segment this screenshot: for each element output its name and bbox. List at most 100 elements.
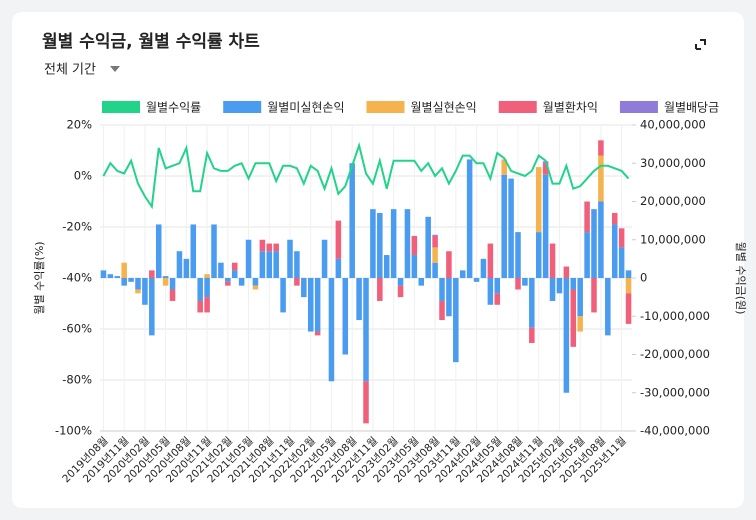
bar	[128, 278, 134, 282]
bar	[252, 278, 259, 286]
y-tick-label: -60%	[62, 322, 92, 336]
bar	[439, 300, 445, 321]
bar	[390, 209, 397, 278]
legend-label: 월별환차익	[543, 101, 598, 115]
bar	[625, 293, 632, 324]
bar	[349, 163, 355, 278]
bar	[577, 278, 583, 317]
bar	[487, 278, 494, 305]
y2-tick-label: -30,000,000	[640, 385, 710, 399]
bar	[494, 278, 501, 294]
bar	[280, 278, 286, 313]
bar	[570, 289, 577, 347]
bar	[397, 285, 404, 298]
bar	[287, 239, 293, 278]
y2-tick-label: 10,000,000	[640, 232, 706, 246]
chart-title: 월별 수익금, 월별 수익률 차트	[42, 32, 260, 52]
y2-tick-label: 0	[640, 271, 647, 285]
bar	[107, 274, 114, 278]
y2-tick-label: 20,000,000	[640, 194, 706, 208]
bar	[591, 209, 597, 278]
legend-label: 월별수익률	[146, 101, 201, 115]
y-tick-label: -20%	[62, 220, 92, 234]
bar	[522, 278, 528, 286]
bar	[169, 278, 176, 290]
y-tick-label: 20%	[66, 118, 92, 132]
bar	[155, 224, 162, 278]
bar	[611, 224, 618, 278]
bar	[397, 278, 404, 286]
bar	[363, 278, 369, 382]
bar	[453, 278, 459, 363]
bar	[515, 278, 521, 290]
bar	[231, 262, 238, 271]
expand-icon[interactable]	[695, 39, 706, 50]
y2-tick-label: -10,000,000	[640, 309, 710, 323]
bar	[432, 234, 438, 236]
bar	[204, 297, 210, 313]
bar	[584, 232, 590, 278]
bar	[446, 278, 452, 317]
bar	[370, 209, 376, 278]
bar	[625, 278, 632, 294]
period-select[interactable]: 전체 기간	[44, 63, 96, 78]
bar	[114, 276, 121, 278]
bar	[162, 276, 169, 278]
bar	[542, 163, 549, 175]
bar	[294, 278, 300, 286]
bar	[356, 278, 362, 321]
bar	[211, 224, 217, 278]
bar	[301, 278, 307, 298]
y-tick-label: -40%	[62, 271, 92, 285]
bar	[273, 251, 279, 278]
legend-label: 월별미실현손익	[267, 101, 344, 115]
y2-tick-label: 40,000,000	[640, 118, 706, 132]
bar	[570, 278, 577, 290]
bar	[432, 247, 438, 263]
legend-swatch	[366, 101, 405, 113]
bar	[487, 243, 494, 278]
bar	[501, 159, 507, 175]
bar	[231, 270, 238, 278]
bar	[314, 278, 321, 332]
bar	[197, 278, 203, 301]
bar	[598, 140, 604, 156]
bar	[266, 251, 273, 278]
bar	[411, 255, 418, 278]
bar	[363, 381, 369, 424]
bar	[584, 201, 590, 233]
bar	[439, 278, 445, 301]
bar	[149, 278, 155, 336]
y-axis-label: 월별 수익률(%)	[33, 241, 46, 314]
bar	[135, 289, 141, 294]
bar	[591, 278, 597, 313]
bar	[121, 278, 127, 286]
legend-label: 월별배당금	[664, 101, 719, 115]
bar	[204, 274, 210, 278]
bar	[418, 278, 425, 286]
bar	[515, 232, 521, 278]
bar	[121, 262, 127, 278]
bar	[100, 270, 107, 278]
bar	[335, 220, 342, 259]
bar	[321, 239, 328, 278]
bar	[259, 239, 266, 252]
bar	[149, 270, 155, 278]
bar	[549, 278, 556, 301]
bar	[314, 331, 321, 336]
bar	[252, 285, 259, 290]
bar	[549, 243, 556, 278]
bar	[190, 224, 197, 278]
bar	[183, 258, 190, 278]
bar	[480, 258, 487, 278]
bar	[176, 251, 183, 278]
bar	[238, 278, 245, 286]
bar	[169, 289, 176, 301]
dropdown-arrow[interactable]	[110, 66, 120, 72]
bar	[529, 327, 535, 344]
bar	[377, 212, 383, 278]
y-tick-label: -80%	[62, 373, 92, 387]
bar	[142, 278, 148, 305]
